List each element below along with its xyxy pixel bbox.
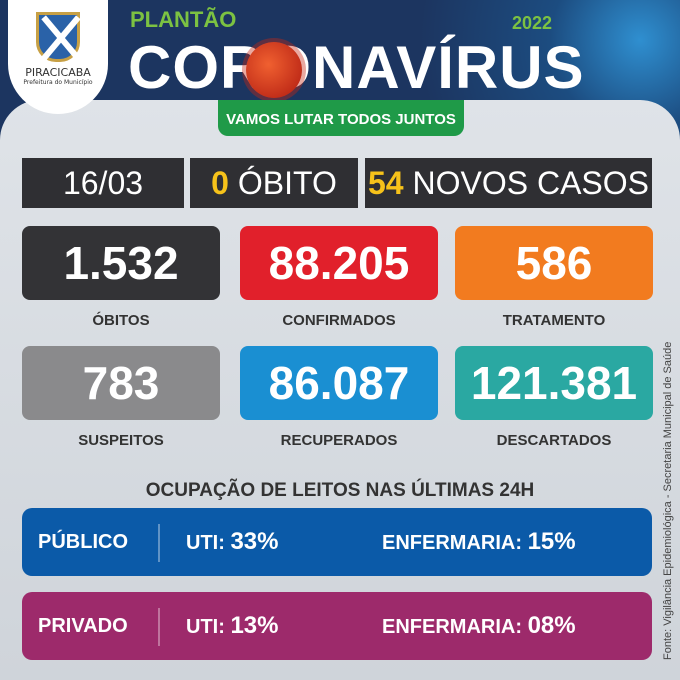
ward-value: 08% — [527, 612, 576, 639]
virus-icon — [246, 42, 302, 98]
kicker: PLANTÃO — [130, 7, 237, 32]
stat-value: 86.087 — [268, 357, 410, 409]
ward-label: ENFERMARIA: — [382, 532, 522, 554]
ward-value: 15% — [527, 528, 576, 555]
daily-deaths-count: 0 — [211, 165, 229, 201]
stat-value: 1.532 — [63, 237, 179, 289]
occupancy-title: OCUPAÇÃO DE LEITOS NAS ÚLTIMAS 24H — [145, 480, 535, 501]
stat-label: ÓBITOS — [92, 312, 150, 329]
occupancy-row-public: PÚBLICO UTI: 33% ENFERMARIA: 15% — [22, 508, 652, 576]
stat-label: RECUPERADOS — [280, 432, 398, 449]
year: 2022 — [512, 13, 553, 33]
new-cases-label: NOVOS CASOS — [412, 165, 649, 201]
coat-of-arms-icon — [36, 12, 80, 62]
stat-label: TRATAMENTO — [502, 312, 606, 329]
sector-label: PÚBLICO — [38, 531, 128, 553]
sector-label: PRIVADO — [38, 615, 128, 637]
divider — [158, 524, 160, 562]
page-title: CORONAVÍRUS — [128, 34, 585, 101]
uti-label: UTI: — [186, 616, 225, 638]
stat-card-recuperados: 86.087 — [240, 346, 438, 420]
new-cases-box: 54 NOVOS CASOS — [365, 158, 652, 208]
city-logo: PIRACICABA Prefeitura do Município — [8, 0, 108, 114]
stat-card-descartados: 121.381 — [455, 346, 653, 420]
stat-card-tratamento: 586 — [455, 226, 653, 300]
stat-label: DESCARTADOS — [496, 432, 612, 449]
uti-value: 33% — [230, 528, 279, 555]
slogan: VAMOS LUTAR TODOS JUNTOS — [218, 100, 464, 136]
date: 16/03 — [62, 165, 144, 201]
ward-cell: ENFERMARIA: 08% — [382, 612, 576, 641]
daily-deaths-label: ÓBITO — [237, 165, 337, 201]
stat-card-suspeitos: 783 — [22, 346, 220, 420]
stat-card-óbitos: 1.532 — [22, 226, 220, 300]
stat-value: 586 — [515, 237, 593, 289]
ward-label: ENFERMARIA: — [382, 616, 522, 638]
uti-value: 13% — [230, 612, 279, 639]
uti-cell: UTI: 13% — [186, 612, 279, 641]
uti-cell: UTI: 33% — [186, 528, 279, 557]
occupancy-row-private: PRIVADO UTI: 13% ENFERMARIA: 08% — [22, 592, 652, 660]
source-note: Fonte: Vigilância Epidemiológica - Secre… — [662, 341, 674, 660]
new-cases-count: 54 — [368, 165, 404, 201]
stat-value: 121.381 — [470, 357, 638, 409]
ward-cell: ENFERMARIA: 15% — [382, 528, 576, 557]
stat-card-confirmados: 88.205 — [240, 226, 438, 300]
logo-name: PIRACICABA — [25, 66, 91, 79]
daily-deaths-box: 0 ÓBITO — [190, 158, 358, 208]
date-box: 16/03 — [22, 158, 184, 208]
stat-label: CONFIRMADOS — [282, 312, 396, 329]
divider — [158, 608, 160, 646]
uti-label: UTI: — [186, 532, 225, 554]
stat-label: SUSPEITOS — [78, 432, 164, 449]
stat-value: 88.205 — [268, 237, 410, 289]
stat-value: 783 — [82, 357, 160, 409]
logo-sub: Prefeitura do Município — [23, 79, 93, 86]
